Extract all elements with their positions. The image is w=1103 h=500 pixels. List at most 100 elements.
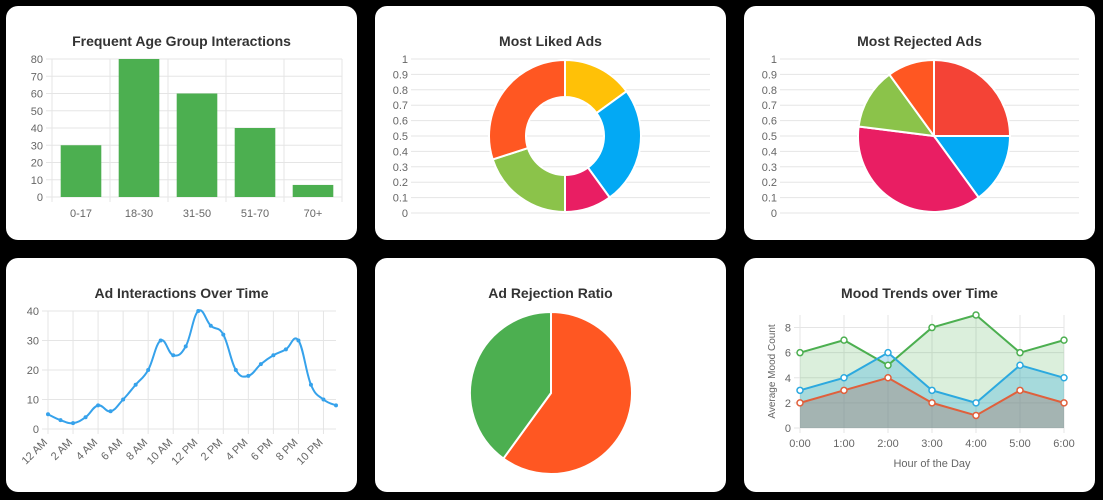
y-tick-label: 10 [31, 175, 43, 187]
mood-series-2-point-3:00 [928, 386, 936, 395]
x-tick-label: 12 AM [20, 437, 51, 468]
y-tick-label: 1 [771, 54, 777, 66]
x-tick-label: 10 PM [295, 437, 326, 468]
x-tick-label: 4 AM [74, 437, 100, 463]
mood-series-1-area [800, 315, 1064, 428]
y-tick-label: 0.2 [393, 177, 408, 189]
mood-series-1-point-6:00 [1060, 336, 1068, 344]
x-tick-label: 6:00 [1053, 438, 1074, 450]
x-tick-label: 2:00 [877, 438, 898, 450]
y-tick-label: 0.5 [393, 131, 408, 143]
mood-series-2-point-2:00 [884, 348, 892, 357]
age-group-title: Frequent Age Group Interactions [72, 33, 291, 49]
liked-ads-card: Most Liked Ads 0 0.1 0.2 0.3 0.4 0.5 0.6 0.7 0.8… [375, 6, 726, 240]
mood-series-3-point-3:00 [928, 399, 936, 407]
liked-ads-doughnut-chart: 0 0.1 0.2 0.3 0.4 0.5 0.6 0.7 0.8 0.9 1 [393, 54, 710, 220]
y-tick-label: 30 [27, 336, 39, 348]
y-tick-label: 0.4 [762, 146, 777, 158]
data-point-4 AM [96, 403, 101, 408]
x-tick-label: 4:00 [965, 438, 986, 450]
y-tick-label: 0.6 [762, 116, 777, 128]
x-tick-label: 70+ [304, 208, 323, 220]
y-tick-label: 0.4 [393, 146, 408, 158]
data-point-4 PM [246, 373, 251, 378]
data-point-3 AM [83, 415, 88, 420]
data-point-12 AM [46, 412, 50, 417]
rejected-ads-card: Most Rejected Ads 0 0.1 0.2 0.3 0.4 0.5 0.6 0.7… [744, 6, 1095, 240]
mood-trends-area-chart: 0 2 4 6 8 0:00 1:00 2:00 3:00 4:00 5:00 6:00 Hour of… [767, 311, 1075, 470]
y-axis-title: Average Mood Count [767, 324, 778, 419]
y-tick-label: 0.2 [762, 177, 777, 189]
y-tick-label: 50 [31, 106, 43, 118]
y-tick-label: 0.9 [393, 69, 408, 81]
liked-ads-slice-5 [488, 58, 566, 161]
data-point-6 AM [121, 397, 126, 402]
y-tick-label: 20 [31, 158, 43, 170]
interactions-title: Ad Interactions Over Time [94, 285, 269, 301]
y-tick-label: 0 [37, 192, 43, 204]
rejected-ads-pie-chart: 0 0.1 0.2 0.3 0.4 0.5 0.6 0.7 0.8 0.9 1 [762, 54, 1079, 220]
data-point-8 PM [296, 338, 301, 343]
y-tick-label: 0.3 [393, 162, 408, 174]
mood-series-1-point-2:00 [884, 361, 892, 369]
liked-ads-title: Most Liked Ads [499, 33, 602, 49]
x-axis-title: Hour of the Day [893, 458, 971, 470]
data-point-5 PM [258, 362, 263, 367]
y-tick-label: 20 [27, 365, 39, 377]
bar-70+ [292, 184, 334, 197]
y-tick-label: 0.5 [762, 131, 777, 143]
x-tick-label: 51-70 [241, 208, 269, 220]
data-point-2 AM [71, 421, 76, 426]
interactions-series-line [47, 309, 337, 425]
mood-series-1-point-5:00 [1016, 348, 1024, 357]
data-point-8 AM [146, 368, 151, 372]
rejection-ratio-card: Ad Rejection Ratio [375, 258, 726, 492]
y-tick-label: 2 [785, 398, 791, 410]
rejected-ads-slice-3 [857, 125, 981, 213]
bar-31-50 [176, 93, 218, 197]
rejection-ratio-title: Ad Rejection Ratio [488, 285, 613, 301]
mood-trends-card: Mood Trends over Time 0 2 4 6 8 0:00 1:00 2:00 3… [744, 258, 1095, 492]
x-tick-label: 18-30 [125, 208, 153, 220]
x-tick-label: 4 PM [224, 437, 251, 464]
y-tick-label: 0.9 [762, 69, 777, 81]
mood-series-3-point-1:00 [840, 386, 848, 395]
x-tick-label: 0-17 [70, 208, 92, 220]
y-tick-label: 40 [31, 123, 43, 135]
data-point-10 AM [171, 353, 176, 358]
data-point-2 PM [221, 332, 226, 337]
data-point-3 PM [233, 368, 238, 372]
data-point-7 PM [283, 347, 288, 352]
y-tick-label: 0 [402, 208, 408, 220]
interactions-card: Ad Interactions Over Time 0 10 20 30 40 12 AM… [6, 258, 357, 492]
rejected-ads-slice-2 [932, 135, 1012, 199]
y-tick-label: 70 [31, 71, 43, 83]
data-point-9 AM [158, 338, 163, 343]
liked-ads-slice-4 [491, 146, 566, 214]
data-point-11 AM [183, 344, 188, 349]
bar-18-30 [118, 59, 160, 197]
y-tick-label: 0 [771, 208, 777, 220]
bar-0-17 [60, 145, 102, 197]
x-tick-label: 6 PM [249, 437, 276, 464]
y-tick-label: 0.8 [762, 85, 777, 97]
mood-series-3-point-6:00 [1060, 399, 1068, 407]
x-tick-label: 3:00 [921, 438, 942, 450]
mood-series-2-point-4:00 [972, 399, 980, 407]
bar-51-70 [234, 128, 276, 197]
data-point-1 AM [58, 418, 63, 423]
rejected-ads-title: Most Rejected Ads [857, 33, 982, 49]
y-tick-label: 60 [31, 89, 43, 101]
mood-series-1-point-4:00 [972, 311, 980, 319]
x-tick-label: 1:00 [833, 438, 854, 450]
data-point-10 PM [321, 397, 326, 402]
mood-series-1-point-3:00 [928, 323, 936, 332]
mood-series-2-point-5:00 [1016, 361, 1024, 369]
mood-series-2-point-1:00 [840, 374, 848, 382]
y-tick-label: 10 [27, 395, 39, 407]
x-tick-label: 6 AM [99, 437, 125, 463]
data-point-12 PM [196, 309, 201, 313]
x-tick-label: 5:00 [1009, 438, 1030, 450]
x-tick-label: 10 AM [145, 437, 176, 468]
